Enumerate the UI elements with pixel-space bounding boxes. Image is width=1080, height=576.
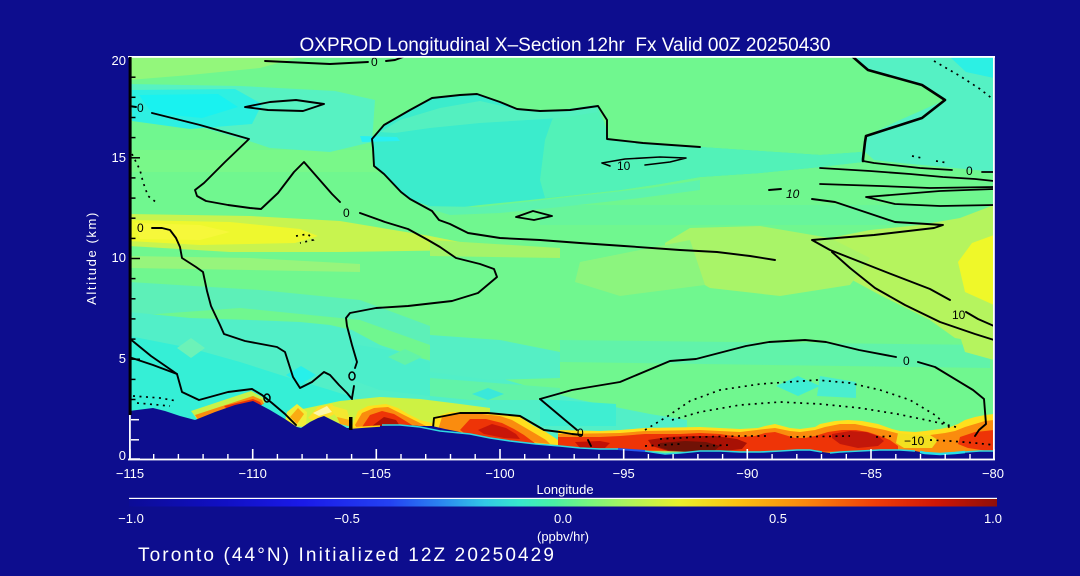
svg-text:OXPROD Longitudinal X–Section: OXPROD Longitudinal X–Section 12hr Fx Va… xyxy=(300,35,831,56)
svg-text:−0.5: −0.5 xyxy=(334,511,360,526)
svg-text:−115: −115 xyxy=(116,466,144,481)
svg-text:0.0: 0.0 xyxy=(554,511,572,526)
svg-text:10: 10 xyxy=(786,187,800,201)
svg-text:0: 0 xyxy=(577,426,584,440)
svg-text:−95: −95 xyxy=(613,466,635,481)
svg-text:0: 0 xyxy=(966,164,973,178)
svg-text:−110: −110 xyxy=(239,466,267,481)
svg-text:0.5: 0.5 xyxy=(769,511,787,526)
svg-text:Altitude (km): Altitude (km) xyxy=(84,211,99,305)
svg-text:5: 5 xyxy=(119,351,126,366)
svg-text:0: 0 xyxy=(343,206,350,220)
svg-text:(ppbv/hr): (ppbv/hr) xyxy=(537,529,589,544)
svg-text:−10: −10 xyxy=(904,434,925,448)
svg-text:0: 0 xyxy=(137,221,144,235)
svg-text:10: 10 xyxy=(617,159,631,173)
svg-text:−105: −105 xyxy=(362,466,391,481)
svg-text:0: 0 xyxy=(137,101,144,115)
svg-text:−85: −85 xyxy=(860,466,882,481)
svg-text:20: 20 xyxy=(112,53,126,68)
svg-text:0: 0 xyxy=(119,448,126,463)
svg-text:Longitude: Longitude xyxy=(536,482,593,497)
svg-text:1.0: 1.0 xyxy=(984,511,1002,526)
svg-text:Toronto (44°N) Initialized 12Z: Toronto (44°N) Initialized 12Z 20250429 xyxy=(138,545,556,566)
svg-text:0: 0 xyxy=(371,55,378,69)
svg-text:−80: −80 xyxy=(982,466,1004,481)
svg-text:0: 0 xyxy=(903,354,910,368)
svg-text:−1.0: −1.0 xyxy=(118,511,144,526)
svg-text:−100: −100 xyxy=(485,466,514,481)
svg-text:15: 15 xyxy=(112,150,126,165)
svg-text:10: 10 xyxy=(952,308,966,322)
svg-text:10: 10 xyxy=(112,250,126,265)
svg-text:−90: −90 xyxy=(736,466,758,481)
